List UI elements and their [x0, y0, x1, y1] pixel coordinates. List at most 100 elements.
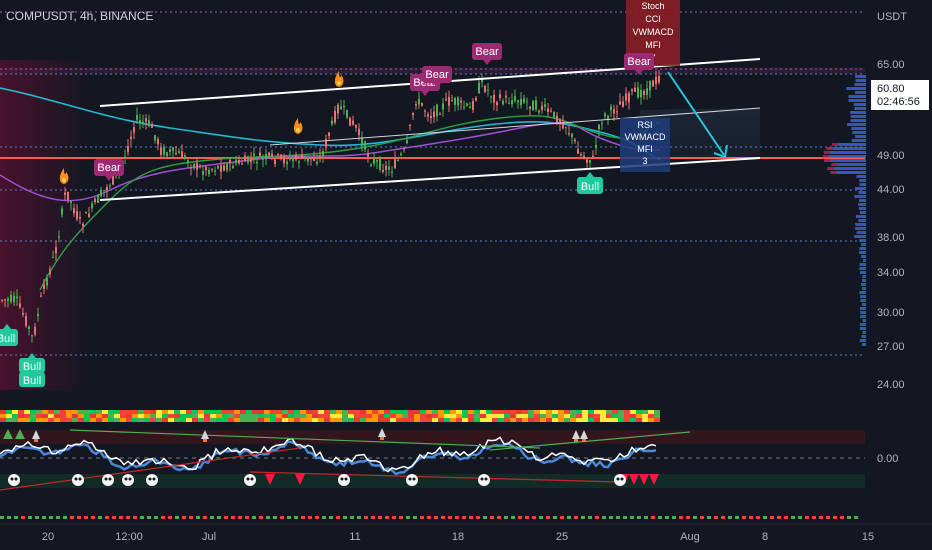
bull-badge[interactable]: Bull — [0, 324, 18, 346]
volume-profile-bar — [859, 199, 866, 202]
heat-cell — [522, 418, 528, 422]
rocket-icon — [32, 430, 40, 439]
heat-cell — [456, 414, 462, 418]
heat-cell — [210, 418, 216, 422]
heat-cell — [372, 414, 378, 418]
candle-body — [589, 159, 591, 163]
stoch-box-line: Stoch — [641, 1, 664, 11]
heat-cell — [594, 414, 600, 418]
heat-cell — [582, 414, 588, 418]
bottom-signal-dot — [714, 516, 718, 519]
heat-cell — [612, 418, 618, 422]
time-axis-tick: 25 — [556, 531, 568, 543]
candle-body — [409, 124, 411, 126]
heat-cell — [132, 414, 138, 418]
bottom-signal-dot — [245, 516, 249, 519]
bull-badge[interactable]: Bull — [577, 172, 603, 194]
candle-body — [247, 156, 249, 163]
heat-cell — [432, 414, 438, 418]
heat-cell — [90, 414, 96, 418]
ma-cyan — [0, 87, 661, 161]
rocket-icon-flame — [574, 439, 578, 442]
heat-cell — [612, 410, 618, 414]
candle-body — [625, 93, 627, 101]
trend-line-red — [0, 447, 301, 491]
candle-body — [340, 106, 342, 110]
heat-cell — [234, 414, 240, 418]
heat-cell — [84, 410, 90, 414]
candle-body — [64, 192, 66, 195]
candle-body — [10, 294, 12, 302]
bottom-signal-dot — [616, 516, 620, 519]
heat-cell — [600, 414, 606, 418]
candle-body — [358, 128, 360, 136]
bear-badge[interactable]: Bear — [624, 53, 654, 75]
volume-profile-bar — [850, 119, 866, 122]
bull-badge[interactable]: Bull — [19, 353, 45, 373]
bottom-signal-dot — [217, 516, 221, 519]
candle-body — [244, 155, 246, 162]
panda-icon-eye — [128, 477, 132, 481]
volume-profile-bar — [854, 107, 866, 110]
heat-cell — [324, 410, 330, 414]
bar-countdown: 02:46:56 — [877, 96, 920, 108]
heat-cell — [564, 410, 570, 414]
heat-cell — [522, 414, 528, 418]
candle-body — [610, 106, 612, 111]
candle-body — [49, 269, 51, 275]
heat-cell — [126, 418, 132, 422]
volume-profile-bar — [851, 127, 866, 130]
candle-body — [166, 152, 168, 157]
heat-cell — [240, 410, 246, 414]
candle-body — [388, 166, 390, 170]
bottom-signal-dot — [532, 516, 536, 519]
volume-profile-bar — [854, 235, 866, 238]
bear-badge[interactable]: Bear — [472, 43, 502, 65]
heat-cell — [528, 414, 534, 418]
panda-icon — [338, 474, 350, 486]
bottom-signal-dot — [623, 516, 627, 519]
heat-cell — [480, 414, 486, 418]
bear-badge[interactable]: Bear — [422, 66, 452, 88]
candle-body — [592, 155, 594, 158]
heat-cell — [192, 418, 198, 422]
heat-cell — [264, 414, 270, 418]
bottom-signal-dot — [581, 516, 585, 519]
rsi-box-line: VWMACD — [625, 132, 666, 142]
volume-profile-bar — [851, 139, 866, 142]
heat-cell — [576, 418, 582, 422]
heat-cell — [12, 418, 18, 422]
heat-cell — [138, 410, 144, 414]
heat-cell — [228, 418, 234, 422]
heat-cell — [18, 418, 24, 422]
heat-cell — [414, 410, 420, 414]
indicator-axis-tick: 0.00 — [877, 453, 898, 465]
heat-cell — [156, 418, 162, 422]
heat-cell — [636, 410, 642, 414]
volume-profile-bar-delta — [830, 171, 837, 174]
bottom-signal-dot — [525, 516, 529, 519]
bear-badge[interactable]: Bear — [94, 159, 124, 181]
heat-cell — [600, 410, 606, 414]
bottom-signal-dot — [476, 516, 480, 519]
heat-cell — [504, 414, 510, 418]
bottom-signal-dot — [609, 516, 613, 519]
panda-icon-eye — [246, 477, 250, 481]
bottom-signal-dot — [805, 516, 809, 519]
volume-profile-bar — [860, 315, 866, 318]
volume-profile-bar — [860, 311, 866, 314]
candle-body — [403, 148, 405, 150]
candle-body — [508, 102, 510, 104]
heat-cell — [552, 418, 558, 422]
candle-body — [7, 298, 9, 302]
volume-profile-bar — [862, 331, 866, 334]
candle-body — [52, 256, 54, 258]
up-triangle-icon — [15, 429, 25, 439]
candle-body — [313, 157, 315, 161]
heat-cell — [498, 414, 504, 418]
heat-cell — [552, 410, 558, 414]
candle-body — [76, 211, 78, 220]
bull-badge[interactable]: Bull — [19, 372, 45, 387]
candle-body — [499, 94, 501, 99]
